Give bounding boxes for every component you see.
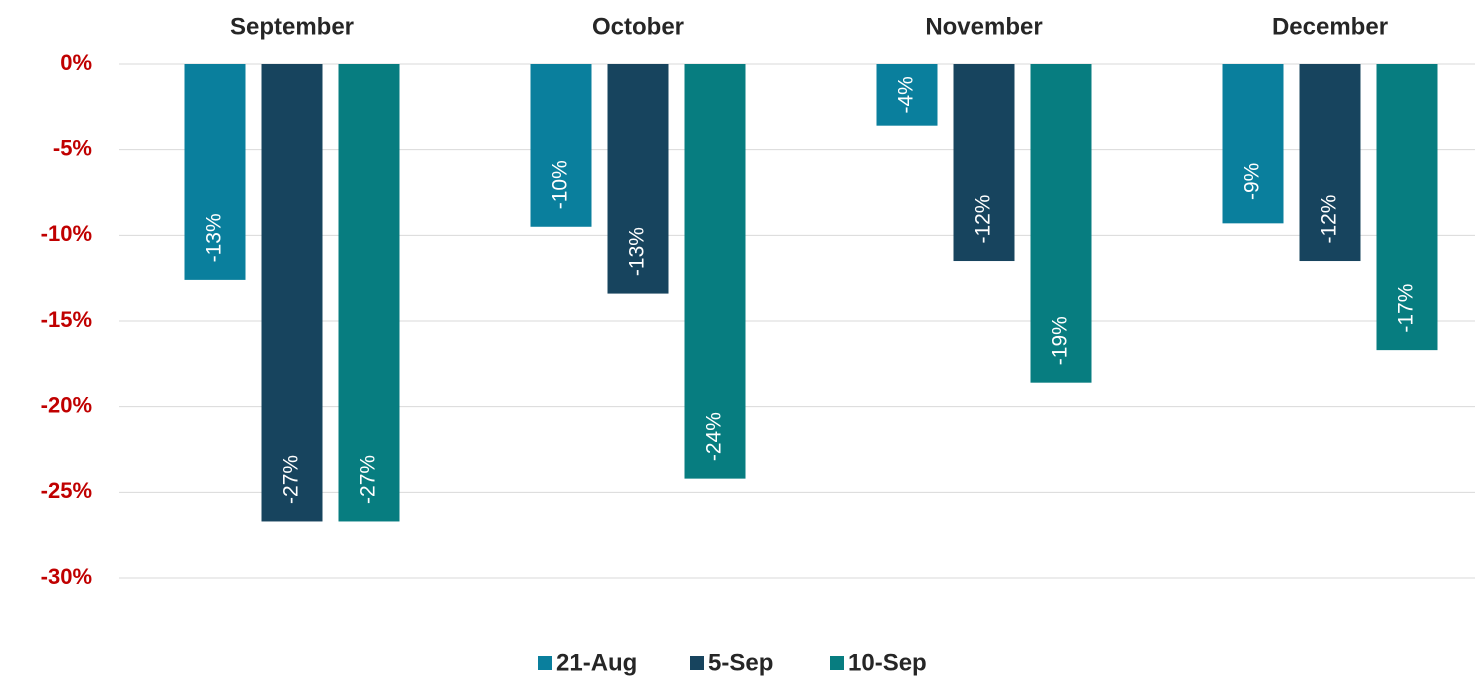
bar (261, 64, 323, 522)
y-tick-label: -30% (41, 564, 92, 589)
bar (953, 64, 1015, 262)
y-tick-label: -20% (41, 392, 92, 417)
bar (184, 64, 246, 280)
y-tick-label: -5% (53, 135, 92, 160)
bar (607, 64, 669, 294)
data-label: -4% (895, 76, 918, 113)
category-label: September (230, 13, 354, 40)
data-label: -27% (357, 455, 380, 504)
legend-label: 10-Sep (848, 649, 927, 676)
y-tick-label: -25% (41, 478, 92, 503)
data-label: -24% (703, 412, 726, 461)
legend-swatch (538, 656, 552, 670)
data-label: -19% (1049, 316, 1072, 365)
data-label: -12% (972, 195, 995, 244)
data-label: -12% (1318, 195, 1341, 244)
category-label: October (592, 13, 684, 40)
legend-swatch (690, 656, 704, 670)
legend-swatch (830, 656, 844, 670)
data-label: -10% (549, 160, 572, 209)
bar (338, 64, 400, 522)
category-label: November (925, 13, 1042, 40)
data-label: -13% (626, 227, 649, 276)
y-tick-label: 0% (60, 50, 92, 75)
bar (1299, 64, 1361, 262)
legend-label: 5-Sep (708, 649, 773, 676)
bar (876, 64, 938, 126)
data-label: -27% (280, 455, 303, 504)
data-label: -13% (203, 213, 226, 262)
category-label: December (1272, 13, 1388, 40)
bar (1030, 64, 1092, 383)
bar (530, 64, 592, 227)
legend-label: 21-Aug (556, 649, 637, 676)
data-label: -17% (1395, 284, 1418, 333)
data-label: -9% (1241, 163, 1264, 200)
y-tick-label: -10% (41, 221, 92, 246)
bar (1376, 64, 1438, 351)
y-tick-label: -15% (41, 307, 92, 332)
bar (1222, 64, 1284, 224)
bar (684, 64, 746, 479)
